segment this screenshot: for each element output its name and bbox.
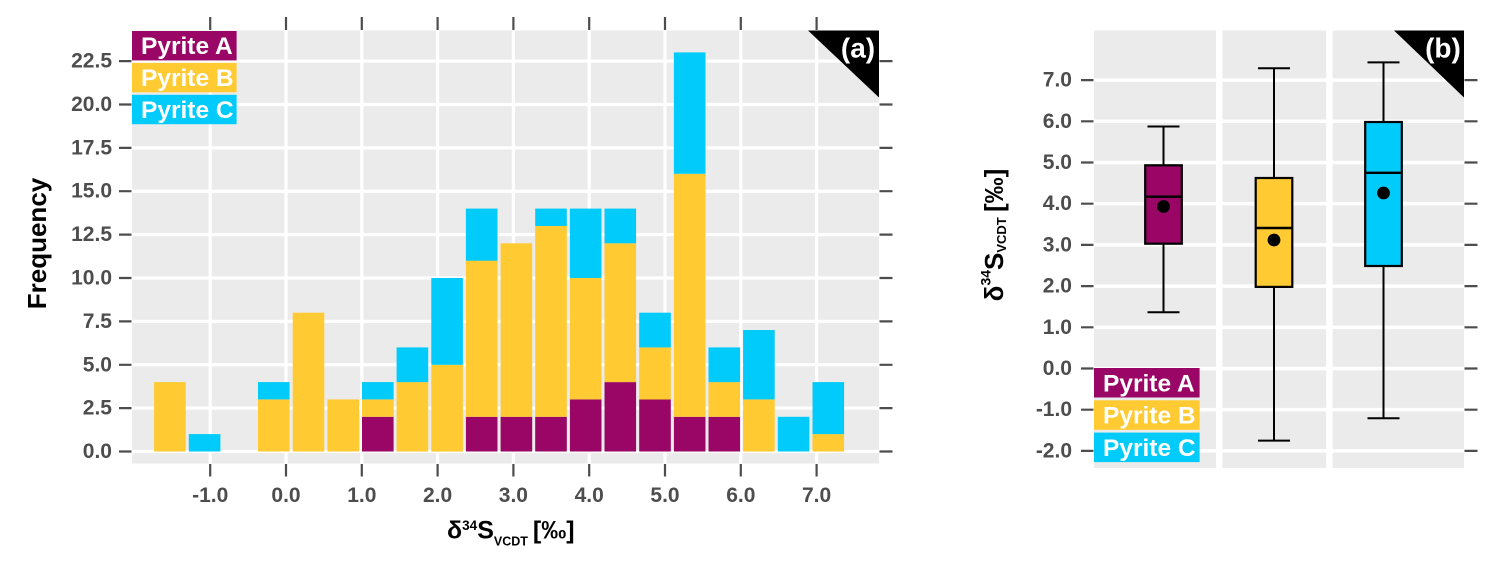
svg-text:3.0: 3.0 <box>499 484 528 507</box>
svg-text:Pyrite C: Pyrite C <box>141 97 234 124</box>
svg-text:5.0: 5.0 <box>83 353 112 376</box>
svg-text:3.0: 3.0 <box>1043 233 1072 256</box>
svg-text:4.0: 4.0 <box>1043 192 1072 215</box>
svg-text:10.0: 10.0 <box>71 267 112 290</box>
svg-text:4.0: 4.0 <box>575 484 604 507</box>
svg-text:Pyrite B: Pyrite B <box>1103 403 1196 430</box>
svg-text:6.0: 6.0 <box>1043 110 1072 133</box>
svg-text:5.0: 5.0 <box>1043 151 1072 174</box>
svg-text:1.0: 1.0 <box>347 484 376 507</box>
svg-text:6.0: 6.0 <box>726 484 755 507</box>
svg-text:Pyrite A: Pyrite A <box>1103 370 1195 397</box>
svg-text:17.5: 17.5 <box>71 136 112 159</box>
svg-text:0.0: 0.0 <box>271 484 300 507</box>
svg-text:Pyrite C: Pyrite C <box>1103 435 1196 462</box>
svg-text:(b): (b) <box>1425 33 1461 64</box>
svg-text:20.0: 20.0 <box>71 93 112 116</box>
svg-text:22.5: 22.5 <box>71 50 112 73</box>
svg-text:7.0: 7.0 <box>1043 69 1072 92</box>
svg-text:12.5: 12.5 <box>71 223 112 246</box>
svg-text:7.5: 7.5 <box>83 310 113 333</box>
svg-text:Pyrite B: Pyrite B <box>141 65 234 92</box>
svg-text:-2.0: -2.0 <box>1036 439 1072 462</box>
svg-text:1.0: 1.0 <box>1043 316 1072 339</box>
svg-text:7.0: 7.0 <box>802 484 831 507</box>
svg-text:2.0: 2.0 <box>1043 275 1072 298</box>
svg-text:2.5: 2.5 <box>83 397 113 420</box>
svg-text:Pyrite A: Pyrite A <box>141 33 233 60</box>
svg-text:-1.0: -1.0 <box>192 484 228 507</box>
svg-text:2.0: 2.0 <box>423 484 452 507</box>
svg-text:0.0: 0.0 <box>1043 357 1072 380</box>
svg-text:0.0: 0.0 <box>83 440 112 463</box>
svg-text:5.0: 5.0 <box>650 484 679 507</box>
svg-text:(a): (a) <box>841 33 875 64</box>
svg-text:Frequency: Frequency <box>22 177 52 309</box>
svg-text:15.0: 15.0 <box>71 180 112 203</box>
svg-text:-1.0: -1.0 <box>1036 398 1072 421</box>
